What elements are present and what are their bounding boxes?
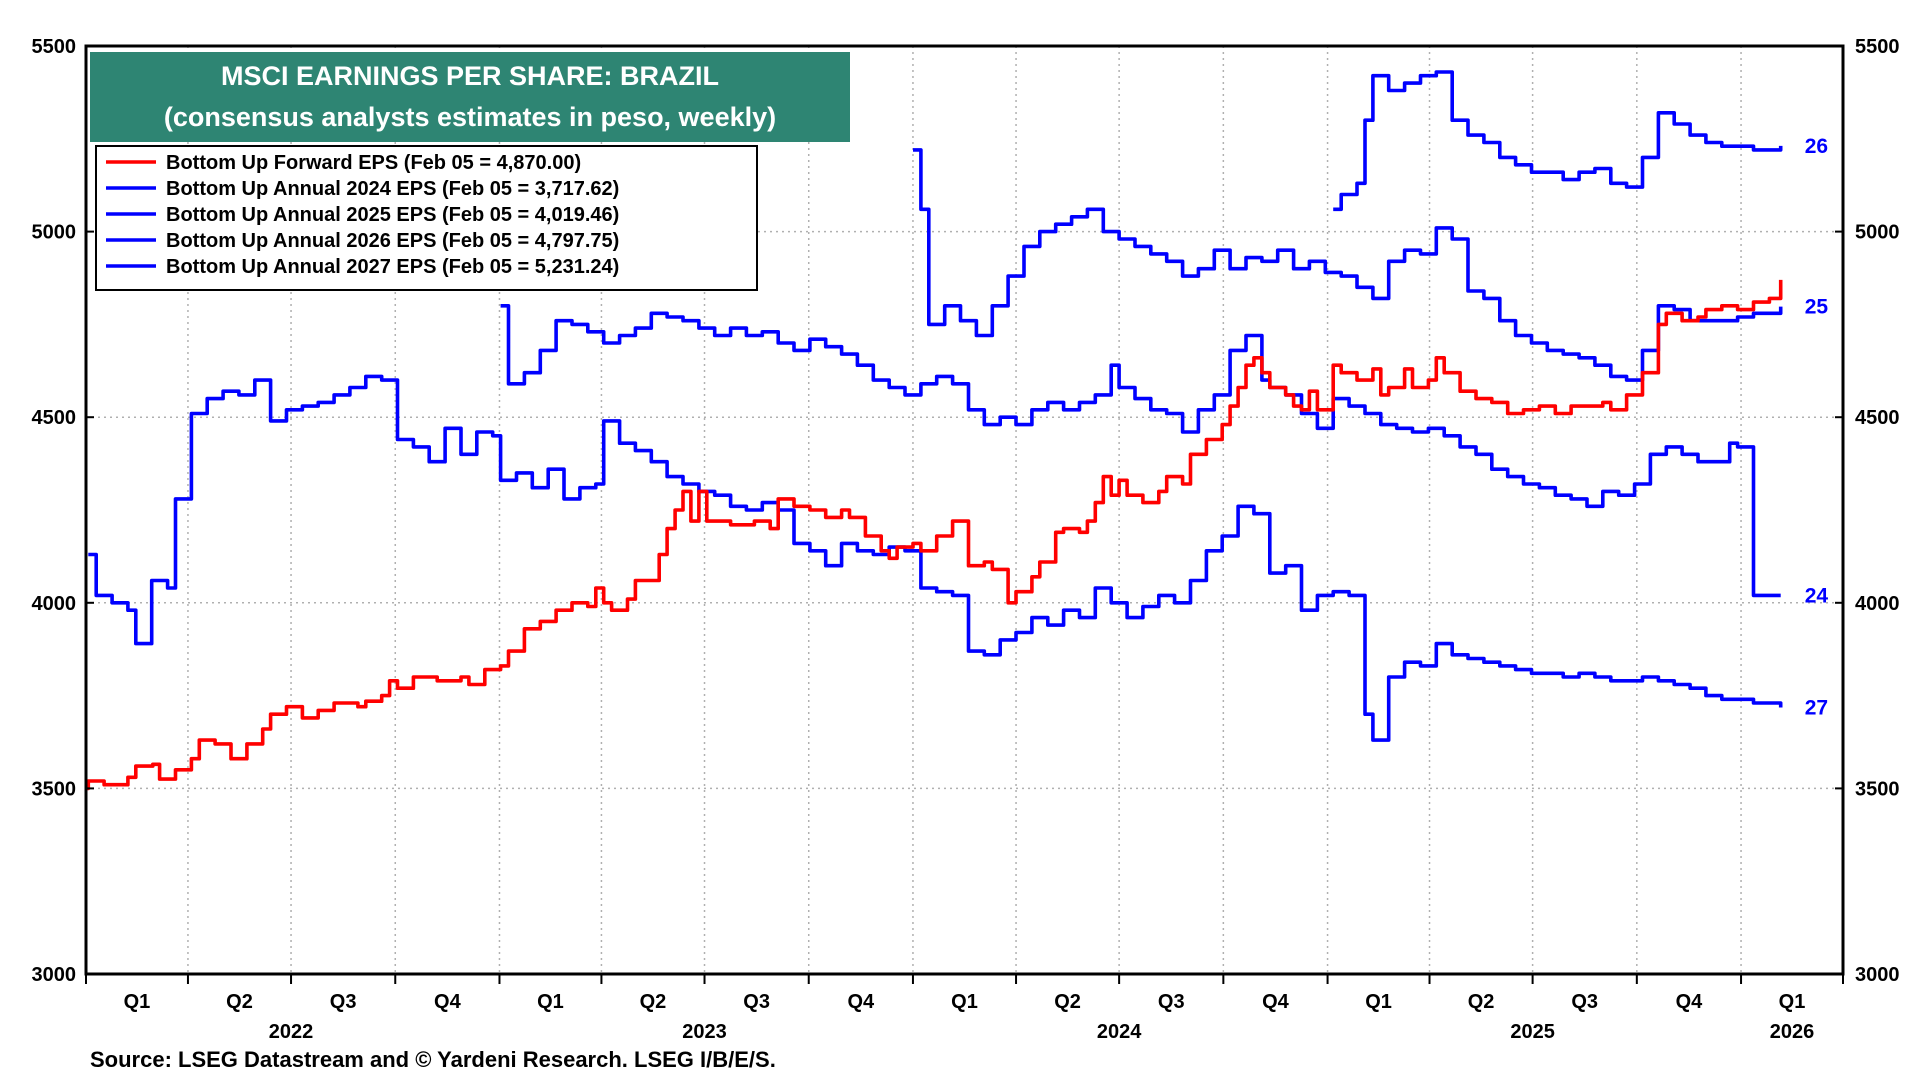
series-lines: 24 25 26 27 [86,70,1829,791]
y-tick-label-left: 4500 [32,407,77,429]
y-tick-label-right: 3000 [1855,964,1900,986]
legend-box [95,145,758,291]
x-year-label: 2024 [1097,1021,1142,1043]
y-tick-label-left: 3000 [32,964,77,986]
x-quarter-label: Q2 [640,991,667,1013]
series-line [500,304,1781,598]
series-line [88,374,1783,742]
y-tick-label-right: 3500 [1855,778,1900,800]
legend-entry: Bottom Up Forward EPS (Feb 05 = 4,870.00… [166,152,581,174]
x-quarter-label: Q4 [1676,991,1704,1013]
x-year-label: 2023 [682,1021,727,1043]
x-quarter-label: Q1 [1779,991,1806,1013]
series-end-label: 27 [1805,696,1828,719]
chart-title: MSCI EARNINGS PER SHARE: BRAZIL [221,61,719,91]
series-end-label: 24 [1805,584,1829,607]
legend-entry: Bottom Up Annual 2025 EPS (Feb 05 = 4,01… [166,204,619,226]
grid-lines [86,46,1843,974]
series-end-label: 25 [1805,296,1829,319]
x-quarter-label: Q4 [1262,991,1290,1013]
x-quarter-label: Q4 [434,991,462,1013]
series-line [913,148,1783,382]
x-quarter-label: Q3 [1158,991,1185,1013]
x-quarter-label: Q3 [743,991,770,1013]
plot-frame [84,44,1845,976]
series-line [86,279,1783,791]
x-quarter-label: Q4 [848,991,876,1013]
title-background [90,52,850,142]
legend-entry: Bottom Up Annual 2026 EPS (Feb 05 = 4,79… [166,230,619,252]
x-quarter-label: Q2 [226,991,253,1013]
y-tick-label-left: 5000 [32,222,77,244]
y-tick-label-right: 4500 [1855,407,1900,429]
x-quarter-label: Q1 [1365,991,1392,1013]
series-end-label: 26 [1805,135,1828,158]
legend: Bottom Up Forward EPS (Feb 05 = 4,870.00… [95,145,758,291]
x-quarter-label: Q3 [330,991,357,1013]
y-tick-label-left: 3500 [32,778,77,800]
x-quarter-label: Q2 [1054,991,1081,1013]
title-box: MSCI EARNINGS PER SHARE: BRAZIL (consens… [90,52,850,142]
x-year-label: 2022 [269,1021,314,1043]
x-quarter-label: Q1 [124,991,151,1013]
x-quarter-label: Q3 [1571,991,1598,1013]
y-tick-label-right: 5500 [1855,36,1900,58]
legend-entry: Bottom Up Annual 2024 EPS (Feb 05 = 3,71… [166,178,619,200]
y-tick-label-right: 4000 [1855,593,1900,615]
x-year-label: 2025 [1510,1021,1555,1043]
x-quarter-label: Q1 [537,991,564,1013]
axes: 3000 3000 3500 3500 4000 4000 4500 4500 5000 5000… [32,36,1900,1043]
y-tick-label-left: 5500 [32,36,77,58]
y-tick-label-right: 5000 [1855,222,1900,244]
legend-entry: Bottom Up Annual 2027 EPS (Feb 05 = 5,23… [166,256,619,278]
source-note: Source: LSEG Datastream and © Yardeni Re… [90,1047,776,1072]
x-quarter-label: Q2 [1468,991,1495,1013]
series-line [1333,70,1783,212]
y-tick-label-left: 4000 [32,593,77,615]
chart-subtitle: (consensus analysts estimates in peso, w… [164,102,776,132]
x-year-label: 2026 [1770,1021,1815,1043]
x-quarter-label: Q1 [951,991,978,1013]
